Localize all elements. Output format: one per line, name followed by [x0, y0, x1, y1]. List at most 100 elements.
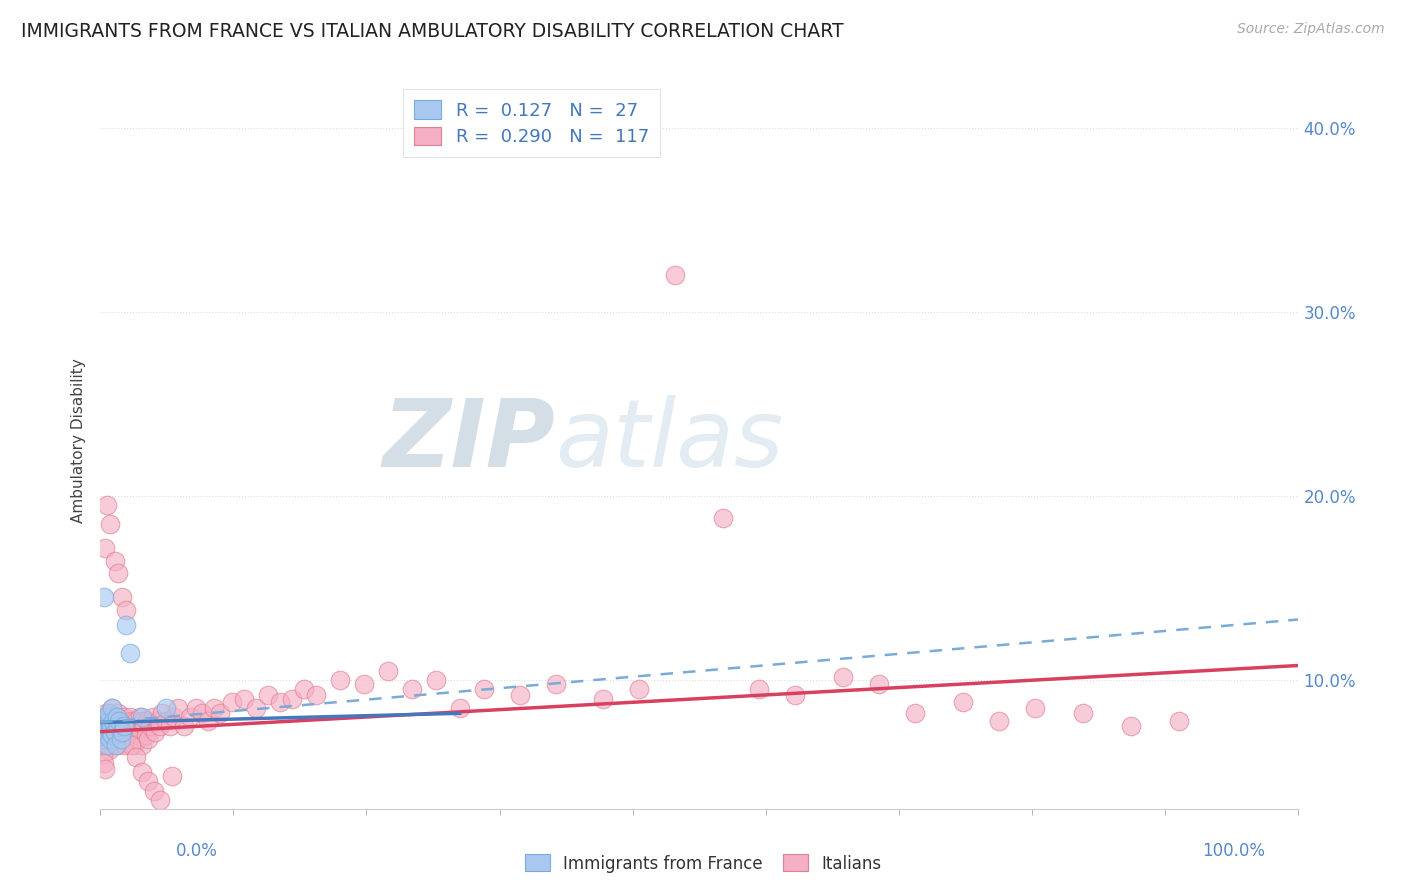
Point	[134, 719, 156, 733]
Point	[544, 677, 567, 691]
Point	[91, 724, 114, 739]
Point	[221, 695, 243, 709]
Point	[103, 732, 125, 747]
Point	[1119, 719, 1142, 733]
Point	[1071, 706, 1094, 721]
Point	[135, 728, 157, 742]
Point	[472, 682, 495, 697]
Point	[152, 706, 174, 721]
Point	[146, 714, 169, 728]
Point	[131, 765, 153, 780]
Text: IMMIGRANTS FROM FRANCE VS ITALIAN AMBULATORY DISABILITY CORRELATION CHART: IMMIGRANTS FROM FRANCE VS ITALIAN AMBULA…	[21, 22, 844, 41]
Point	[98, 714, 121, 728]
Point	[115, 618, 138, 632]
Point	[112, 719, 135, 733]
Point	[97, 743, 120, 757]
Point	[425, 673, 447, 688]
Point	[159, 719, 181, 733]
Point	[173, 719, 195, 733]
Point	[104, 738, 127, 752]
Point	[904, 706, 927, 721]
Point	[97, 714, 120, 728]
Point	[103, 553, 125, 567]
Point	[120, 719, 142, 733]
Point	[105, 714, 128, 728]
Point	[112, 724, 135, 739]
Point	[401, 682, 423, 697]
Point	[143, 783, 166, 797]
Text: ZIP: ZIP	[382, 395, 555, 487]
Point	[111, 591, 134, 605]
Point	[155, 714, 177, 728]
Point	[353, 677, 375, 691]
Point	[94, 762, 117, 776]
Point	[93, 732, 115, 747]
Point	[155, 700, 177, 714]
Point	[107, 566, 129, 581]
Point	[100, 710, 122, 724]
Point	[103, 710, 125, 724]
Point	[131, 738, 153, 752]
Point	[449, 700, 471, 714]
Point	[98, 738, 121, 752]
Point	[96, 732, 118, 747]
Point	[91, 747, 114, 761]
Point	[94, 706, 117, 721]
Point	[94, 719, 117, 733]
Text: 100.0%: 100.0%	[1202, 842, 1265, 860]
Point	[111, 724, 134, 739]
Point	[269, 695, 291, 709]
Legend: R =  0.127   N =  27, R =  0.290   N =  117: R = 0.127 N = 27, R = 0.290 N = 117	[404, 89, 659, 157]
Point	[120, 710, 142, 724]
Point	[125, 750, 148, 764]
Point	[132, 714, 155, 728]
Point	[101, 728, 124, 742]
Point	[91, 738, 114, 752]
Point	[139, 719, 162, 733]
Point	[115, 714, 138, 728]
Point	[136, 732, 159, 747]
Point	[167, 700, 190, 714]
Point	[111, 714, 134, 728]
Point	[91, 724, 114, 739]
Point	[94, 728, 117, 742]
Point	[128, 710, 150, 724]
Point	[987, 714, 1010, 728]
Point	[94, 738, 117, 752]
Point	[120, 728, 142, 742]
Point	[868, 677, 890, 691]
Point	[149, 719, 172, 733]
Point	[93, 719, 115, 733]
Point	[127, 732, 149, 747]
Point	[107, 706, 129, 721]
Text: 0.0%: 0.0%	[176, 842, 218, 860]
Point	[107, 719, 129, 733]
Point	[125, 714, 148, 728]
Text: Source: ZipAtlas.com: Source: ZipAtlas.com	[1237, 22, 1385, 37]
Point	[135, 714, 157, 728]
Point	[163, 710, 186, 724]
Y-axis label: Ambulatory Disability: Ambulatory Disability	[72, 359, 86, 524]
Point	[103, 724, 125, 739]
Point	[121, 714, 143, 728]
Point	[112, 710, 135, 724]
Point	[97, 724, 120, 739]
Point	[129, 724, 152, 739]
Point	[208, 706, 231, 721]
Point	[97, 706, 120, 721]
Point	[329, 673, 352, 688]
Point	[711, 511, 734, 525]
Point	[111, 719, 134, 733]
Point	[202, 700, 225, 714]
Point	[105, 710, 128, 724]
Point	[110, 732, 132, 747]
Point	[122, 738, 145, 752]
Point	[832, 669, 855, 683]
Point	[96, 738, 118, 752]
Point	[111, 732, 134, 747]
Point	[94, 541, 117, 555]
Point	[96, 719, 118, 733]
Point	[592, 691, 614, 706]
Point	[98, 516, 121, 531]
Point	[94, 710, 117, 724]
